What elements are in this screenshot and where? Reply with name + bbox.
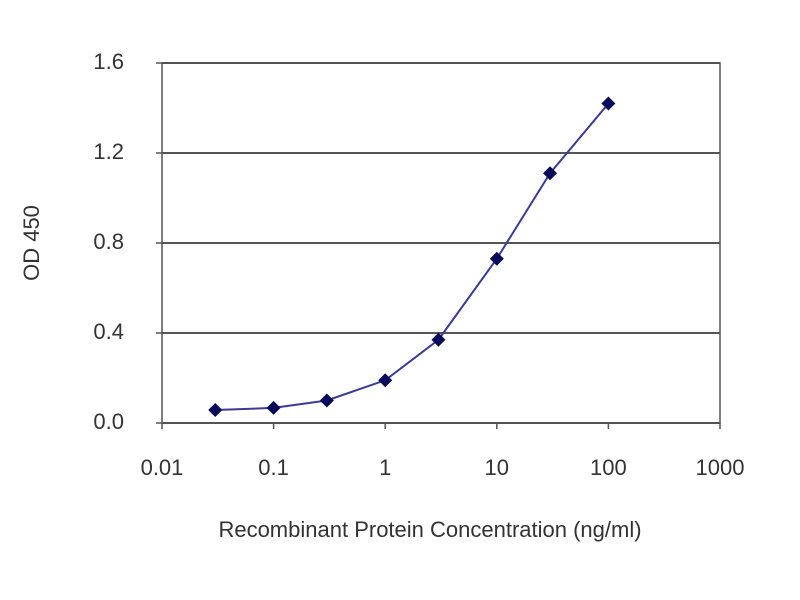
x-tick-label: 100: [590, 455, 627, 480]
y-axis-label: OD 450: [19, 205, 44, 281]
series-line: [215, 102, 610, 411]
x-tick-label: 0.01: [141, 455, 184, 480]
marker: [601, 96, 616, 111]
marker: [208, 402, 223, 417]
x-tick-label: 1: [379, 455, 391, 480]
marker: [266, 400, 281, 415]
x-tick-label: 0.1: [258, 455, 289, 480]
y-tick-label: 0.0: [93, 409, 124, 434]
y-tick-label: 1.6: [93, 49, 124, 74]
marker: [489, 251, 504, 266]
marker: [543, 166, 558, 181]
marker: [378, 373, 393, 388]
x-axis-label: Recombinant Protein Concentration (ng/ml…: [218, 517, 641, 542]
y-tick-label: 1.2: [93, 139, 124, 164]
marker: [319, 393, 334, 408]
x-tick-label: 1000: [696, 455, 745, 480]
plot-frame: [161, 62, 721, 424]
y-tick-label: 0.8: [93, 229, 124, 254]
marker: [431, 332, 446, 347]
x-tick-label: 10: [485, 455, 509, 480]
y-tick-label: 0.4: [93, 319, 124, 344]
